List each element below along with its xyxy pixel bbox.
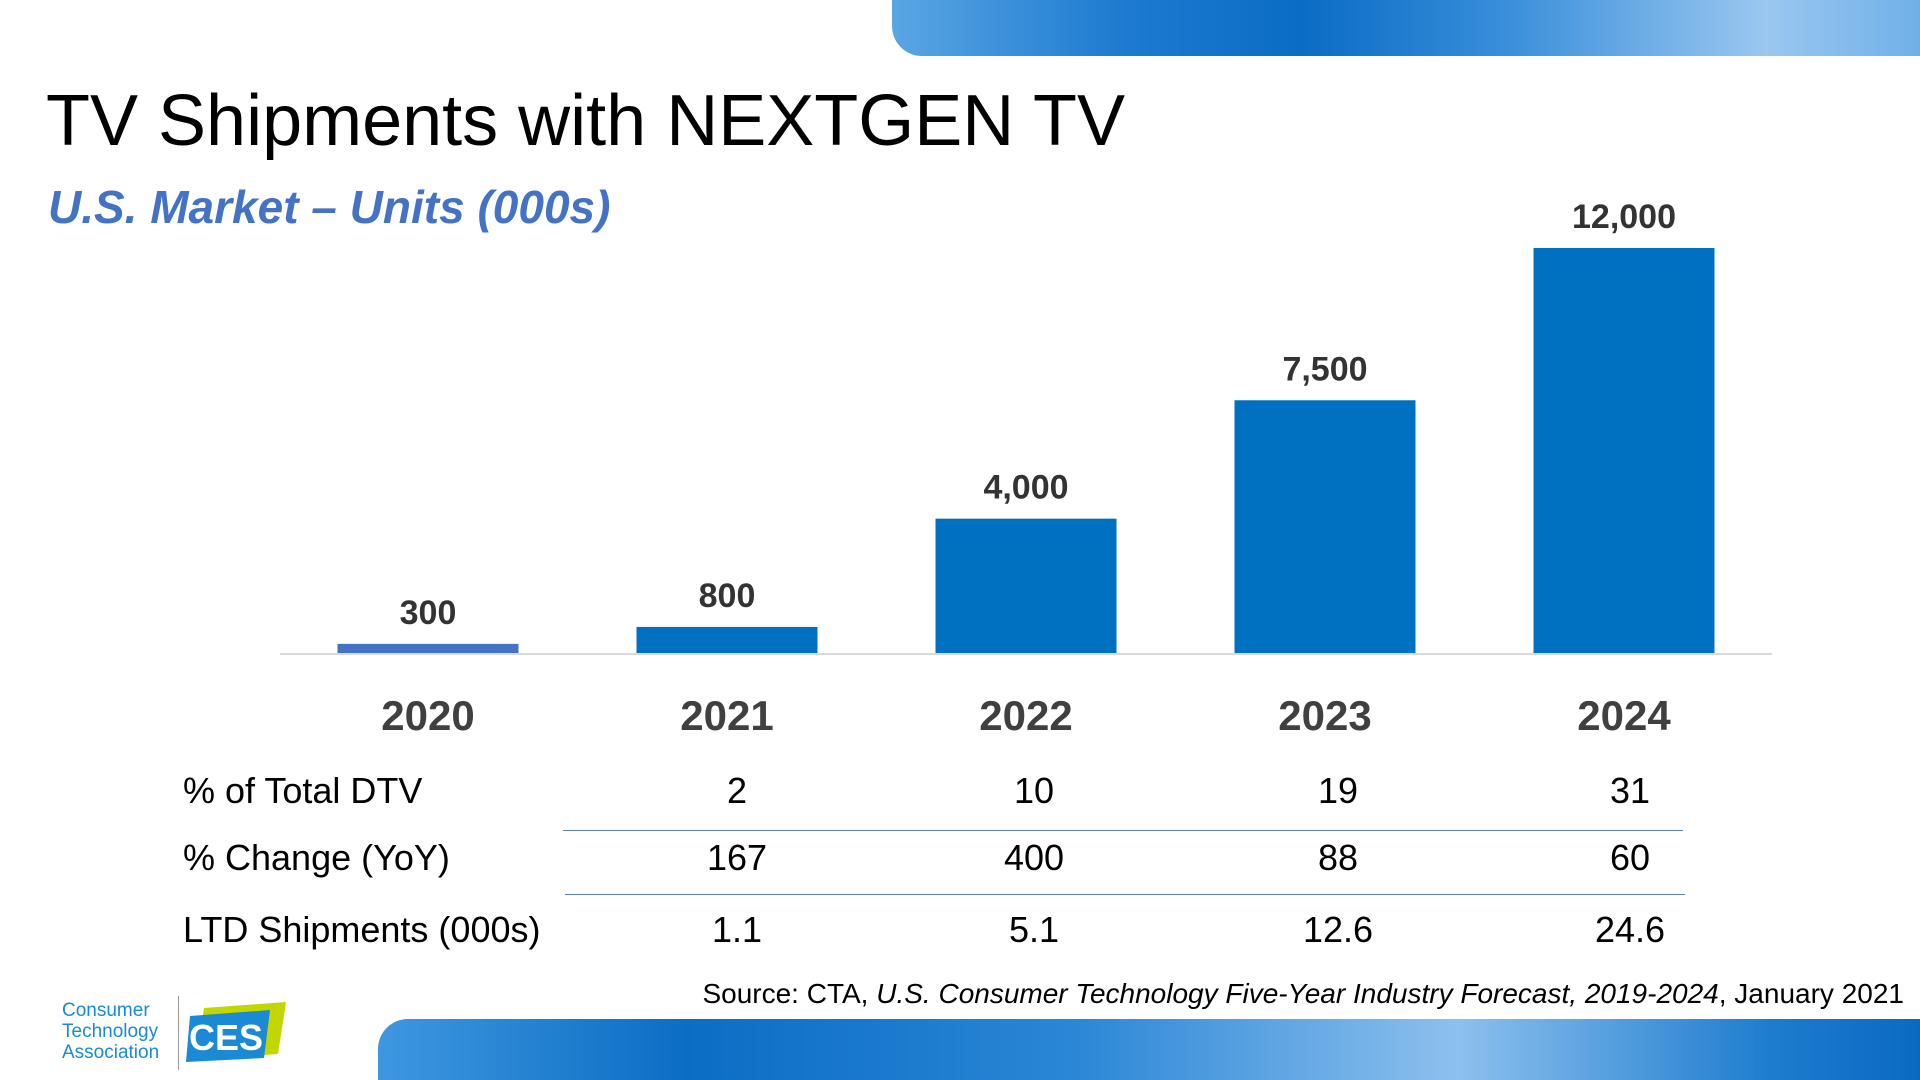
bar-value-label: 7,500 — [1282, 350, 1367, 388]
bar-value-label: 300 — [400, 594, 457, 632]
cta-logo-line: Technology — [62, 1021, 159, 1042]
bar-2021 — [636, 626, 818, 654]
row-label: LTD Shipments (000s) — [183, 909, 541, 950]
category-label: 2022 — [979, 692, 1072, 739]
table-row-pct-change-yoy: % Change (YoY) 167 400 88 60 — [0, 833, 1920, 883]
bars-layer — [337, 248, 1715, 654]
table-cell: 2 — [726, 770, 748, 811]
category-label: 2020 — [381, 692, 474, 739]
source-note: Source: CTA, U.S. Consumer Technology Fi… — [702, 978, 1904, 1010]
category-label: 2023 — [1278, 692, 1371, 739]
row-divider — [565, 894, 1685, 895]
bar-chart: 300 2020 800 2021 4,000 2022 7,500 2023 12,000 20… — [280, 198, 1772, 739]
slide-subtitle: U.S. Market – Units (000s) — [48, 181, 611, 233]
category-label: 2024 — [1577, 692, 1671, 739]
cta-logo: Consumer Technology Association — [62, 1000, 182, 1063]
table-cell: 88 — [1317, 837, 1359, 878]
bar-value-label: 800 — [699, 577, 756, 615]
bar-2022 — [935, 518, 1117, 654]
table-cell: 19 — [1317, 770, 1359, 811]
table-cell: 31 — [1609, 770, 1651, 811]
category-label: 2021 — [680, 692, 773, 739]
bottom-decorative-band — [378, 1019, 1920, 1080]
ces-logo-text: CES — [189, 1017, 263, 1058]
table-cell: 400 — [1003, 837, 1065, 878]
cta-logo-line: Association — [62, 1042, 160, 1063]
row-label: % Change (YoY) — [183, 837, 450, 878]
source-suffix: , January 2021 — [1718, 978, 1904, 1009]
ces-logo: CES — [186, 1002, 286, 1062]
table-cell: 1.1 — [711, 909, 763, 950]
bar-2020 — [337, 643, 519, 654]
row-divider — [563, 830, 1683, 831]
bar-2023 — [1234, 400, 1416, 654]
bar-value-label: 4,000 — [983, 469, 1068, 507]
bar-2024 — [1533, 248, 1715, 654]
table-cell: 5.1 — [1008, 909, 1060, 950]
row-label: % of Total DTV — [183, 770, 423, 811]
table-cell: 167 — [706, 837, 768, 878]
labels-layer: 300 2020 800 2021 4,000 2022 7,500 2023 12,000 20… — [381, 198, 1676, 739]
bar-value-label: 12,000 — [1572, 198, 1676, 236]
slide-title: TV Shipments with NEXTGEN TV — [46, 81, 1125, 161]
table-row-ltd-shipments: LTD Shipments (000s) 1.1 5.1 12.6 24.6 — [0, 905, 1920, 955]
source-publication: U.S. Consumer Technology Five-Year Indus… — [876, 978, 1719, 1009]
table-cell: 60 — [1609, 837, 1651, 878]
top-decorative-band — [892, 0, 1920, 56]
table-cell: 24.6 — [1594, 909, 1666, 950]
table-cell: 12.6 — [1302, 909, 1374, 950]
cta-logo-line: Consumer — [62, 1000, 150, 1021]
source-prefix: Source: CTA, — [702, 978, 877, 1009]
table-cell: 10 — [1013, 770, 1055, 811]
table-row-pct-total-dtv: % of Total DTV 2 10 19 31 — [0, 766, 1920, 816]
logo-separator — [178, 996, 179, 1070]
ces-logo-shape — [186, 1010, 270, 1062]
